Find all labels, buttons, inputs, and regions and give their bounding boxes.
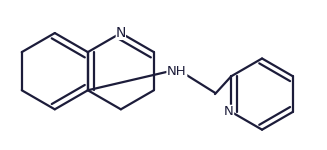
Text: N: N: [116, 26, 126, 40]
Text: N: N: [224, 105, 233, 118]
Text: NH: NH: [167, 65, 187, 78]
